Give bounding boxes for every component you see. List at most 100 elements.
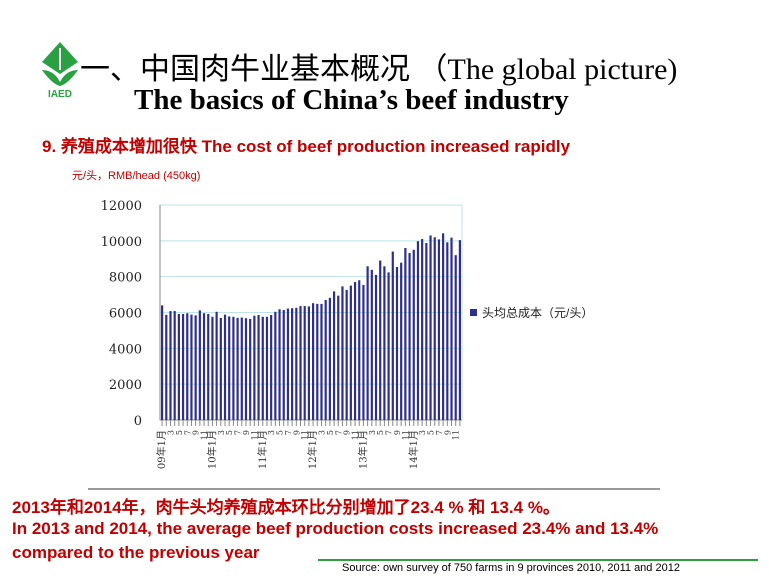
y-tick-label: 2000 [109, 378, 142, 393]
x-year-label: 09年1月 [155, 430, 168, 469]
bar [198, 310, 201, 420]
bar [202, 313, 206, 420]
bar [249, 318, 252, 420]
bar [442, 233, 445, 420]
x-tick-label: 3 [166, 430, 175, 435]
bar [358, 280, 361, 420]
x-tick-label: 3 [368, 430, 377, 435]
bar [173, 311, 176, 420]
bar [454, 255, 457, 420]
bar [236, 317, 239, 420]
bar [458, 240, 461, 420]
x-tick-label: 9 [443, 430, 452, 435]
x-tick-label: 11 [200, 430, 209, 440]
x-tick-label: 9 [192, 430, 201, 435]
x-tick-label: 11 [351, 430, 360, 440]
bar [278, 309, 281, 420]
bar [169, 311, 172, 420]
bar [282, 309, 285, 420]
bar [379, 260, 382, 420]
bar [194, 315, 197, 420]
x-tick-label: 5 [326, 430, 335, 435]
footer-divider [318, 559, 758, 561]
bar [186, 313, 189, 420]
x-tick-label: 9 [343, 430, 352, 435]
y-tick-label: 12000 [101, 199, 142, 214]
y-tick-label: 10000 [101, 235, 142, 250]
bar [408, 253, 411, 420]
x-tick-label: 3 [217, 430, 226, 435]
bar [261, 316, 264, 420]
x-tick-label: 3 [317, 430, 326, 435]
bar [223, 314, 227, 420]
y-tick-label: 4000 [109, 342, 142, 357]
bar [425, 242, 428, 420]
x-tick-label: 5 [225, 430, 234, 435]
bar [341, 286, 344, 420]
bar [165, 314, 168, 420]
bar [362, 284, 365, 420]
x-tick-label: 9 [242, 430, 251, 435]
x-tick-label: 9 [292, 430, 301, 435]
bar [219, 317, 222, 420]
x-year-label: 13年1月 [356, 430, 369, 469]
bar [332, 291, 336, 420]
bar [270, 315, 273, 420]
bar [274, 311, 277, 420]
bar [446, 242, 449, 420]
x-year-label: 11年1月 [256, 430, 269, 469]
bar [312, 303, 315, 420]
x-tick-label: 7 [334, 430, 343, 435]
y-tick-label: 0 [134, 414, 142, 429]
x-tick-label: 5 [276, 430, 285, 435]
bar [265, 316, 269, 420]
bar [207, 313, 210, 420]
bar [244, 318, 248, 420]
bar [400, 262, 403, 420]
x-year-label: 14年1月 [407, 430, 420, 469]
x-tick-label: 7 [234, 430, 243, 435]
bar [395, 266, 399, 420]
bar [366, 266, 369, 420]
x-tick-label: 11 [301, 430, 310, 440]
bar [383, 266, 386, 420]
bar [450, 237, 453, 420]
bar [215, 311, 218, 420]
bar [161, 305, 164, 420]
title-cn: 一、中国肉牛业基本概况 （The global picture) [80, 53, 678, 86]
bar [349, 285, 352, 420]
x-year-label: 12年1月 [306, 430, 319, 469]
x-tick-label: 11 [401, 430, 410, 440]
x-tick-label: 3 [267, 430, 276, 435]
bar [324, 299, 327, 420]
bar [337, 295, 340, 420]
bar [320, 303, 323, 420]
bar [291, 308, 294, 420]
bar [429, 235, 432, 420]
bar [257, 315, 260, 420]
x-tick-label: 7 [435, 430, 444, 435]
bar [190, 314, 193, 420]
bar [286, 308, 290, 420]
x-tick-label: 5 [427, 430, 436, 435]
x-year-label: 10年1月 [205, 430, 218, 469]
subtitle: 9. 养殖成本增加很快 The cost of beef production … [42, 137, 571, 156]
bar [295, 307, 298, 420]
bar [316, 303, 319, 420]
bar [211, 316, 214, 420]
iaed-logo: IAED [42, 42, 78, 100]
bar [370, 269, 373, 420]
bar [177, 313, 180, 420]
bar [391, 251, 394, 420]
svg-text:IAED: IAED [48, 89, 72, 100]
x-tick-label: 3 [418, 430, 427, 435]
title-en: The basics of China’s beef industry [134, 84, 569, 116]
source-note: Source: own survey of 750 farms in 9 pro… [342, 562, 680, 574]
y-tick-label: 8000 [109, 271, 142, 286]
bar [387, 272, 390, 420]
bar [307, 306, 310, 420]
bar [253, 315, 256, 420]
bar [404, 248, 407, 420]
bar [345, 289, 348, 420]
bar [433, 237, 436, 420]
